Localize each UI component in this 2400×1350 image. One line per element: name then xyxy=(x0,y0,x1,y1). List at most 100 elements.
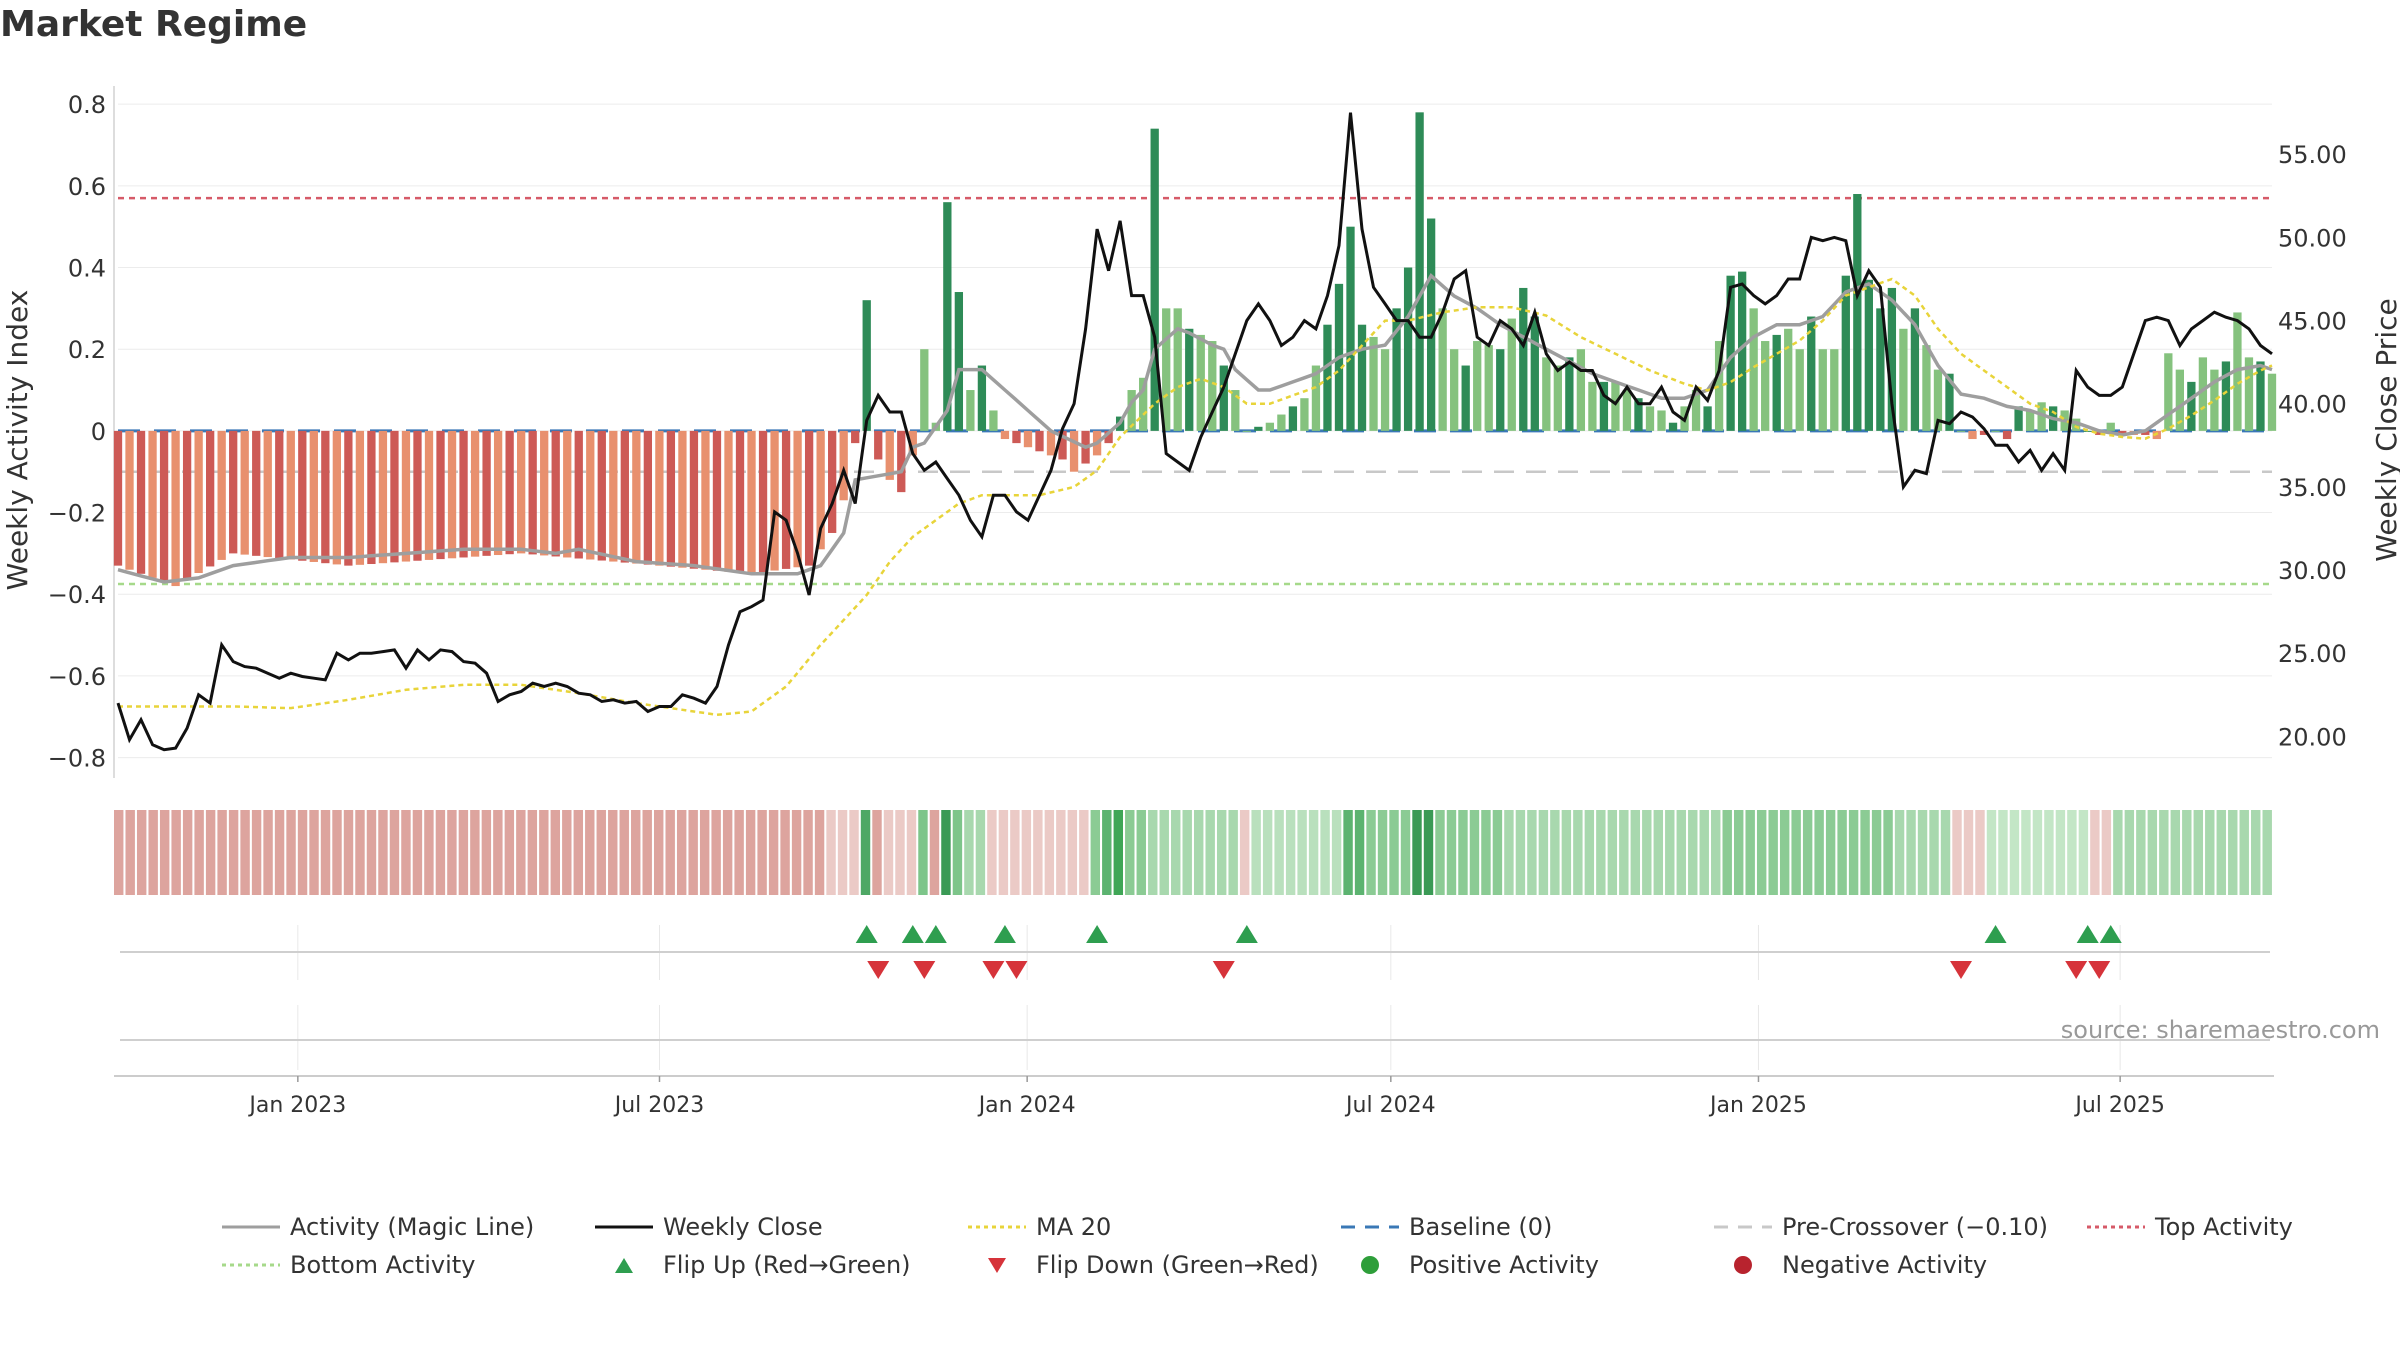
activity-bar xyxy=(2256,361,2265,431)
activity-bar xyxy=(1162,308,1171,431)
y-tick-label: −0.8 xyxy=(48,745,106,773)
x-tick-label: Jul 2025 xyxy=(2073,1093,2165,1118)
legend-swatch xyxy=(1341,1225,1399,1229)
regime-cell xyxy=(849,810,859,895)
regime-cell xyxy=(711,810,721,895)
regime-cell xyxy=(1285,810,1296,895)
activity-bar xyxy=(298,430,307,561)
activity-bar xyxy=(1899,328,1908,431)
activity-bar xyxy=(436,430,445,560)
legend-item: Flip Up (Red→Green) xyxy=(593,1251,966,1279)
activity-bar xyxy=(390,430,399,563)
y2-tick-label: 30.00 xyxy=(2278,557,2347,585)
activity-bar xyxy=(1553,365,1562,431)
regime-cell xyxy=(1148,810,1158,895)
legend-label: Weekly Close xyxy=(663,1213,823,1241)
regime-cell xyxy=(148,810,158,895)
activity-bar xyxy=(563,430,572,558)
regime-cell xyxy=(1435,810,1445,895)
legend-swatch xyxy=(2087,1225,2145,1229)
activity-bar xyxy=(2037,402,2046,431)
activity-bar xyxy=(874,430,883,460)
regime-cell xyxy=(1894,810,1905,895)
regime-cell xyxy=(1251,810,1261,895)
activity-bar xyxy=(309,430,318,562)
regime-cell xyxy=(2055,810,2066,895)
regime-cell xyxy=(1136,810,1146,895)
weekly-close-line xyxy=(116,112,2273,752)
regime-cell xyxy=(642,810,652,895)
regime-cell xyxy=(906,810,917,895)
regime-cell xyxy=(688,810,698,895)
regime-cell xyxy=(837,810,848,895)
regime-cell xyxy=(1768,810,1778,895)
regime-cell xyxy=(1527,810,1537,895)
legend-item: Positive Activity xyxy=(1339,1251,1712,1279)
activity-bar xyxy=(1231,390,1240,431)
regime-cell xyxy=(1538,810,1549,895)
legend-swatch xyxy=(968,1225,1026,1229)
activity-bar xyxy=(1196,334,1205,431)
flip-up-marker xyxy=(855,925,878,943)
regime-cell xyxy=(631,810,641,895)
activity-bar xyxy=(1749,308,1758,431)
regime-cell xyxy=(1619,810,1629,895)
regime-cell xyxy=(2009,810,2020,895)
regime-cell xyxy=(1515,810,1526,895)
flip-down-marker xyxy=(2065,961,2088,979)
regime-cell xyxy=(1389,810,1399,895)
regime-cell xyxy=(217,810,227,895)
activity-bar xyxy=(1622,390,1632,431)
activity-bar xyxy=(954,292,964,431)
regime-cell xyxy=(2113,810,2123,895)
regime-cell xyxy=(320,810,331,895)
magic-line xyxy=(117,272,2273,584)
regime-cell xyxy=(286,810,296,895)
regime-cell xyxy=(872,810,882,895)
activity-bar xyxy=(1242,430,1251,432)
regime-cell xyxy=(2228,810,2238,895)
regime-cell xyxy=(2170,810,2181,895)
regime-cell xyxy=(1044,810,1055,895)
legend-label: Pre-Crossover (−0.10) xyxy=(1782,1213,2049,1241)
regime-cell xyxy=(665,810,675,895)
regime-cell xyxy=(1665,810,1675,895)
regime-cell xyxy=(998,810,1009,895)
regime-cell xyxy=(378,810,388,895)
y2-tick-label: 20.00 xyxy=(2278,723,2347,751)
activity-bar xyxy=(540,430,549,556)
regime-cell xyxy=(1159,810,1169,895)
regime-cell xyxy=(1722,810,1732,895)
activity-bar xyxy=(586,430,595,560)
regime-cell xyxy=(791,810,802,895)
regime-cell xyxy=(366,810,377,895)
activity-bar xyxy=(252,430,261,556)
regime-cell xyxy=(240,810,250,895)
regime-cell xyxy=(1802,810,1813,895)
regime-cell xyxy=(1906,810,1916,895)
flip-down-marker xyxy=(1949,961,1972,979)
regime-cell xyxy=(251,810,262,895)
activity-bar xyxy=(574,430,583,559)
activity-bar xyxy=(689,430,699,569)
regime-cell xyxy=(550,810,561,895)
activity-bar xyxy=(1438,308,1447,431)
y2-tick-label: 40.00 xyxy=(2278,391,2347,419)
regime-cell xyxy=(1584,810,1595,895)
y-tick-label: −0.6 xyxy=(48,663,106,691)
activity-bar xyxy=(758,430,768,573)
activity-bar xyxy=(1254,426,1263,431)
activity-bar xyxy=(770,430,779,571)
activity-bar xyxy=(1876,308,1885,431)
activity-bar xyxy=(1426,218,1436,431)
flip-down-marker xyxy=(982,961,1005,979)
regime-cell xyxy=(1297,810,1307,895)
regime-cell xyxy=(1756,810,1767,895)
activity-bar xyxy=(1473,341,1482,431)
regime-cell xyxy=(1331,810,1342,895)
legend-swatch xyxy=(595,1225,653,1229)
regime-cell xyxy=(1791,810,1801,895)
regime-cell xyxy=(676,810,687,895)
activity-bar xyxy=(1403,267,1413,431)
regime-cell xyxy=(1056,810,1066,895)
